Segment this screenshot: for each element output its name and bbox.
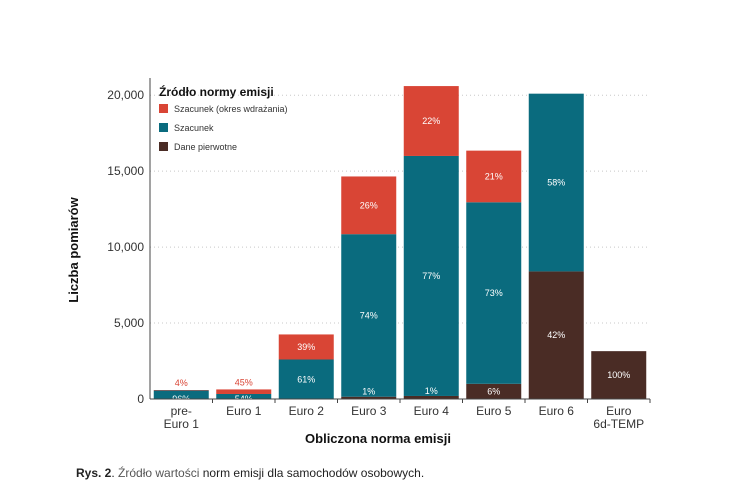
caption-separator: . bbox=[111, 466, 119, 480]
data-label: 45% bbox=[235, 377, 253, 387]
x-tick-label: Euro bbox=[606, 404, 632, 418]
bar-segment bbox=[466, 383, 522, 399]
data-label: 100% bbox=[607, 370, 630, 380]
figure-caption: Rys. 2. Źródło wartości norm emisji dla … bbox=[76, 466, 424, 480]
bar-segment bbox=[153, 390, 209, 399]
bar-segment bbox=[403, 155, 459, 396]
bar-segment bbox=[466, 202, 522, 384]
y-tick-label: 20,000 bbox=[107, 88, 144, 102]
bars: 96%4%54%45% 61%39%1%74%26%1%77%22%6%73%21… bbox=[153, 86, 647, 404]
data-label: 74% bbox=[360, 310, 378, 320]
x-tick-label: Euro 1 bbox=[226, 404, 262, 418]
bar-segment bbox=[278, 359, 334, 399]
x-tick-label: Euro 6 bbox=[539, 404, 575, 418]
y-axis-label: Liczba pomiarów bbox=[66, 196, 81, 302]
bar-segment bbox=[341, 234, 397, 397]
legend: Źródło normy emisji Szacunek (okres wdra… bbox=[159, 84, 288, 152]
x-tick-label: 6d-TEMP bbox=[593, 417, 644, 431]
y-tick-label: 10,000 bbox=[107, 240, 144, 254]
data-label: 1% bbox=[362, 387, 375, 397]
bar-segment bbox=[403, 86, 459, 156]
y-tick-labels: 0 5,000 10,000 15,000 20,000 bbox=[107, 88, 144, 406]
y-tick-label: 0 bbox=[137, 392, 144, 406]
data-label: 58% bbox=[547, 178, 565, 188]
legend-label: Dane pierwotne bbox=[174, 142, 237, 152]
bar-segment bbox=[591, 351, 647, 399]
x-tick-label: Euro 5 bbox=[476, 404, 512, 418]
legend-swatch bbox=[159, 123, 168, 132]
x-tick-label: Euro 3 bbox=[351, 404, 387, 418]
data-label: 4% bbox=[175, 378, 188, 388]
data-label: 42% bbox=[547, 330, 565, 340]
data-label: 73% bbox=[485, 288, 503, 298]
data-label: 26% bbox=[360, 200, 378, 210]
bar-segment bbox=[216, 393, 272, 399]
bar-segment bbox=[278, 334, 334, 360]
data-label: 77% bbox=[422, 271, 440, 281]
x-tick-label: Euro 2 bbox=[289, 404, 325, 418]
stacked-bar-chart: 96%4%54%45% 61%39%1%74%26%1%77%22%6%73%21… bbox=[66, 78, 651, 446]
x-tick-label: Euro 1 bbox=[164, 417, 200, 431]
axes bbox=[149, 78, 651, 403]
bar-segment bbox=[341, 396, 397, 399]
caption-text: norm emisji dla samochodów osobowych. bbox=[199, 466, 425, 480]
bar-segment bbox=[341, 176, 397, 235]
bar-segment bbox=[528, 93, 584, 272]
bar-segment bbox=[216, 389, 272, 394]
legend-swatch bbox=[159, 104, 168, 113]
data-label: 1% bbox=[425, 386, 438, 396]
data-label: 22% bbox=[422, 116, 440, 126]
y-tick-label: 15,000 bbox=[107, 164, 144, 178]
bar-segment bbox=[466, 150, 522, 203]
caption-source-word: Źródło wartości bbox=[118, 466, 200, 480]
bar-segment bbox=[528, 271, 584, 399]
x-tick-label: Euro 4 bbox=[414, 404, 450, 418]
data-label: 6% bbox=[487, 386, 500, 396]
x-tick-label: pre- bbox=[171, 404, 192, 418]
y-tick-label: 5,000 bbox=[114, 316, 144, 330]
x-axis-label: Obliczona norma emisji bbox=[305, 431, 451, 446]
data-label: 61% bbox=[297, 374, 315, 384]
legend-label: Szacunek bbox=[174, 123, 214, 133]
figure-number: Rys. 2 bbox=[76, 466, 112, 480]
legend-label: Szacunek (okres wdrażania) bbox=[174, 104, 288, 114]
bar-segment bbox=[403, 395, 459, 399]
legend-title: Źródło normy emisji bbox=[159, 84, 274, 99]
data-label: 39% bbox=[297, 342, 315, 352]
data-label: 21% bbox=[485, 171, 503, 181]
legend-swatch bbox=[159, 142, 168, 151]
